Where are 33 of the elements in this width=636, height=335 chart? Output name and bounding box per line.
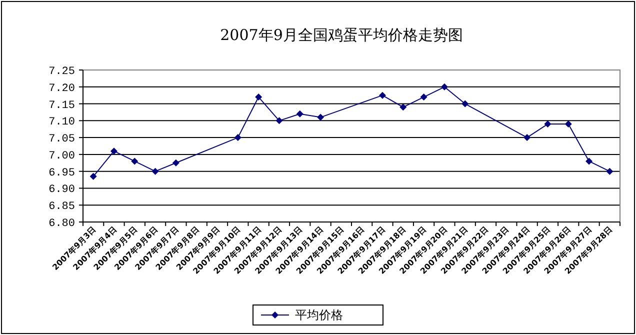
legend-label: 平均价格 — [295, 308, 343, 322]
point — [276, 117, 283, 124]
point — [152, 168, 159, 175]
y-tick-label: 6.80 — [48, 218, 75, 230]
y-tick-label: 7.15 — [48, 100, 75, 112]
chart-title: 2007年9月全国鸡蛋平均价格走势图 — [220, 26, 463, 44]
point — [524, 134, 531, 142]
point — [440, 83, 448, 90]
legend: 平均价格 — [252, 304, 384, 326]
point — [90, 172, 97, 180]
point — [110, 148, 118, 155]
point — [172, 159, 180, 166]
point — [420, 94, 428, 101]
point — [606, 168, 614, 175]
y-tick-label: 6.85 — [48, 201, 75, 214]
point — [131, 158, 138, 165]
y-tick-label: 7.20 — [48, 82, 75, 95]
y-tick-label: 7.05 — [48, 134, 75, 146]
point — [255, 94, 262, 101]
point — [544, 120, 552, 128]
y-tick-label: 6.90 — [48, 184, 75, 196]
point — [234, 134, 242, 142]
y-tick-label: 6.95 — [48, 167, 75, 180]
point — [564, 120, 572, 128]
point — [378, 92, 386, 99]
y-tick-label: 7.10 — [48, 116, 75, 129]
point — [462, 100, 469, 108]
point — [586, 158, 593, 165]
y-tick-label: 7.25 — [48, 66, 75, 78]
point — [317, 114, 324, 121]
point — [296, 110, 304, 118]
y-tick-label: 7.00 — [48, 150, 75, 162]
point — [400, 104, 407, 111]
